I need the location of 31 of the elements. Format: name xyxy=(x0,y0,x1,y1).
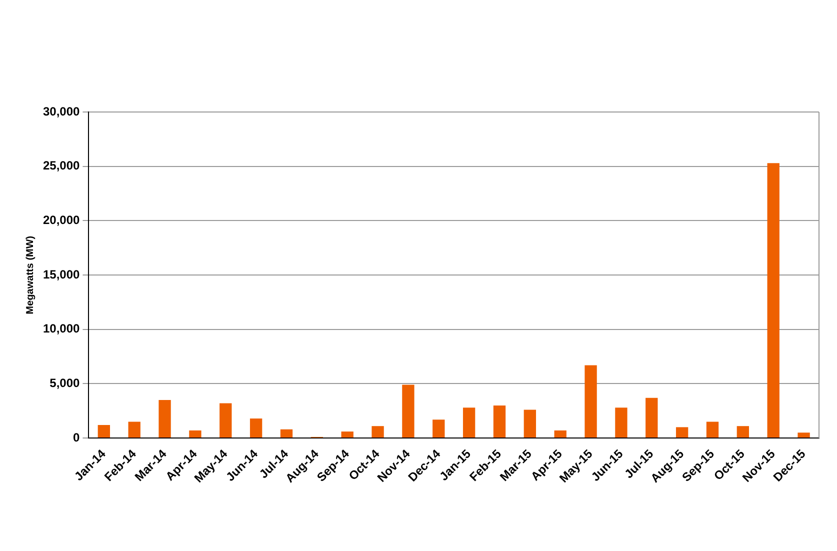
bar xyxy=(250,418,262,438)
bar xyxy=(554,430,566,438)
y-tick-label: 10,000 xyxy=(43,322,80,336)
bar xyxy=(798,432,810,438)
bar xyxy=(128,422,140,438)
bar xyxy=(462,408,476,438)
y-tick-label: 30,000 xyxy=(43,104,80,118)
bar xyxy=(736,426,750,438)
bar xyxy=(402,384,414,438)
y-axis-title: Megawatts (MW) xyxy=(24,236,36,314)
bar xyxy=(158,400,171,438)
bar xyxy=(372,426,384,438)
bar xyxy=(220,403,232,438)
bar xyxy=(646,398,658,438)
bar xyxy=(493,405,506,438)
bar xyxy=(524,410,536,438)
bar xyxy=(676,427,688,438)
bar xyxy=(189,430,202,438)
bar xyxy=(706,422,719,438)
bar xyxy=(432,420,445,438)
bar xyxy=(615,408,628,438)
bar xyxy=(767,163,780,438)
y-tick-label: 20,000 xyxy=(43,212,80,227)
bar xyxy=(280,429,293,438)
y-tick-label: 5,000 xyxy=(50,376,80,390)
bar xyxy=(584,365,597,438)
bar xyxy=(98,425,110,438)
y-tick-label: 25,000 xyxy=(43,158,80,173)
y-tick-label: 15,000 xyxy=(43,267,80,282)
bar xyxy=(341,432,354,438)
y-tick-label: 0 xyxy=(73,430,80,444)
